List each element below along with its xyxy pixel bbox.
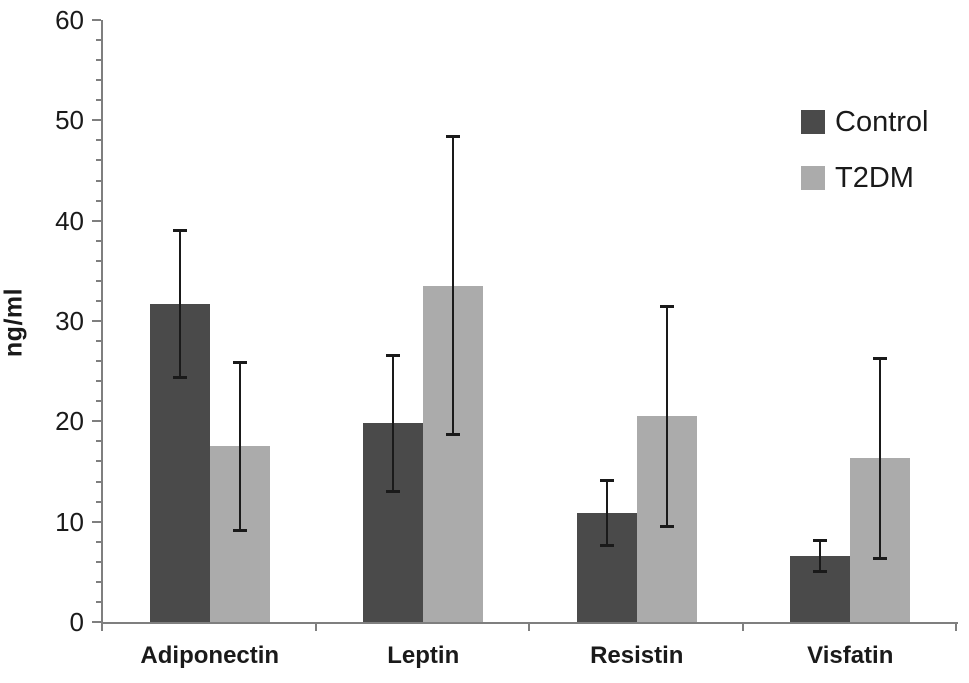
y-major-tick — [92, 119, 101, 122]
y-tick-label: 60 — [55, 5, 84, 35]
x-tick — [314, 624, 317, 631]
error-cap-top-control-adiponectin — [172, 228, 187, 232]
legend: Control T2DM — [801, 104, 929, 196]
y-major-tick — [92, 621, 101, 623]
error-bar-t2dm-leptin — [452, 135, 455, 437]
y-major-tick — [92, 420, 101, 423]
y-tick-label: 50 — [55, 105, 84, 136]
y-minor-tick — [96, 500, 101, 503]
y-tick-label: 20 — [55, 406, 84, 437]
y-minor-tick — [96, 540, 101, 543]
x-tick — [101, 624, 103, 631]
y-minor-tick — [96, 179, 101, 182]
error-cap-top-t2dm-resistin — [659, 304, 674, 308]
error-cap-bottom-control-resistin — [599, 543, 614, 547]
y-major-tick — [92, 19, 101, 21]
legend-swatch-t2dm-icon — [801, 166, 825, 190]
y-minor-tick — [96, 39, 101, 42]
x-tick — [955, 624, 957, 631]
legend-label-t2dm: T2DM — [835, 162, 914, 194]
error-cap-bottom-control-adiponectin — [172, 376, 187, 380]
x-axis-line — [101, 622, 958, 624]
error-cap-top-t2dm-adiponectin — [232, 361, 247, 365]
error-cap-top-t2dm-visfatin — [873, 357, 888, 361]
error-bar-control-adiponectin — [178, 228, 181, 380]
y-minor-tick — [96, 79, 101, 82]
y-minor-tick — [96, 259, 101, 262]
y-minor-tick — [96, 380, 101, 383]
error-bar-t2dm-resistin — [665, 304, 668, 528]
y-minor-tick — [96, 139, 101, 142]
legend-entry-control: Control — [801, 104, 929, 140]
error-cap-bottom-t2dm-leptin — [446, 433, 461, 437]
y-minor-tick — [96, 480, 101, 483]
y-minor-tick — [96, 199, 101, 202]
legend-entry-t2dm: T2DM — [801, 160, 929, 196]
y-tick-label: 30 — [55, 306, 84, 336]
y-minor-tick — [96, 400, 101, 403]
legend-swatch-control-icon — [801, 110, 825, 134]
error-bar-control-resistin — [605, 478, 608, 547]
y-minor-tick — [96, 580, 101, 583]
y-tick-label: 40 — [55, 205, 84, 236]
y-major-tick — [92, 320, 101, 322]
legend-label-control: Control — [835, 106, 929, 138]
error-cap-top-control-resistin — [599, 478, 614, 482]
y-tick-label: 0 — [69, 607, 84, 637]
y-minor-tick — [96, 299, 101, 302]
y-minor-tick — [96, 560, 101, 563]
y-minor-tick — [96, 159, 101, 162]
category-label-visfatin: Visfatin — [807, 642, 894, 669]
y-axis-line — [101, 20, 103, 624]
category-label-adiponectin: Adiponectin — [140, 642, 280, 669]
error-cap-bottom-t2dm-resistin — [659, 524, 674, 528]
y-major-tick — [92, 520, 101, 523]
x-tick — [741, 624, 744, 631]
error-cap-top-control-visfatin — [813, 538, 828, 542]
y-minor-tick — [96, 59, 101, 62]
y-minor-tick — [96, 239, 101, 242]
category-label-leptin: Leptin — [387, 642, 460, 669]
y-minor-tick — [96, 99, 101, 102]
category-label-resistin: Resistin — [590, 642, 684, 669]
error-bar-t2dm-adiponectin — [238, 361, 241, 532]
y-minor-tick — [96, 279, 101, 282]
y-minor-tick — [96, 460, 101, 463]
error-bar-control-visfatin — [819, 538, 822, 573]
error-bar-control-leptin — [392, 354, 395, 493]
error-cap-bottom-control-leptin — [386, 489, 401, 493]
y-minor-tick — [96, 360, 101, 363]
error-cap-top-t2dm-leptin — [446, 135, 461, 139]
error-bar-t2dm-visfatin — [879, 357, 882, 560]
error-cap-bottom-t2dm-adiponectin — [232, 528, 247, 532]
y-minor-tick — [96, 340, 101, 343]
error-cap-bottom-t2dm-visfatin — [873, 556, 888, 560]
y-minor-tick — [96, 600, 101, 603]
x-tick — [528, 624, 530, 631]
error-cap-top-control-leptin — [386, 354, 401, 358]
y-major-tick — [92, 219, 101, 222]
y-minor-tick — [96, 440, 101, 443]
y-tick-label: 10 — [55, 506, 84, 537]
error-cap-bottom-control-visfatin — [813, 569, 828, 573]
